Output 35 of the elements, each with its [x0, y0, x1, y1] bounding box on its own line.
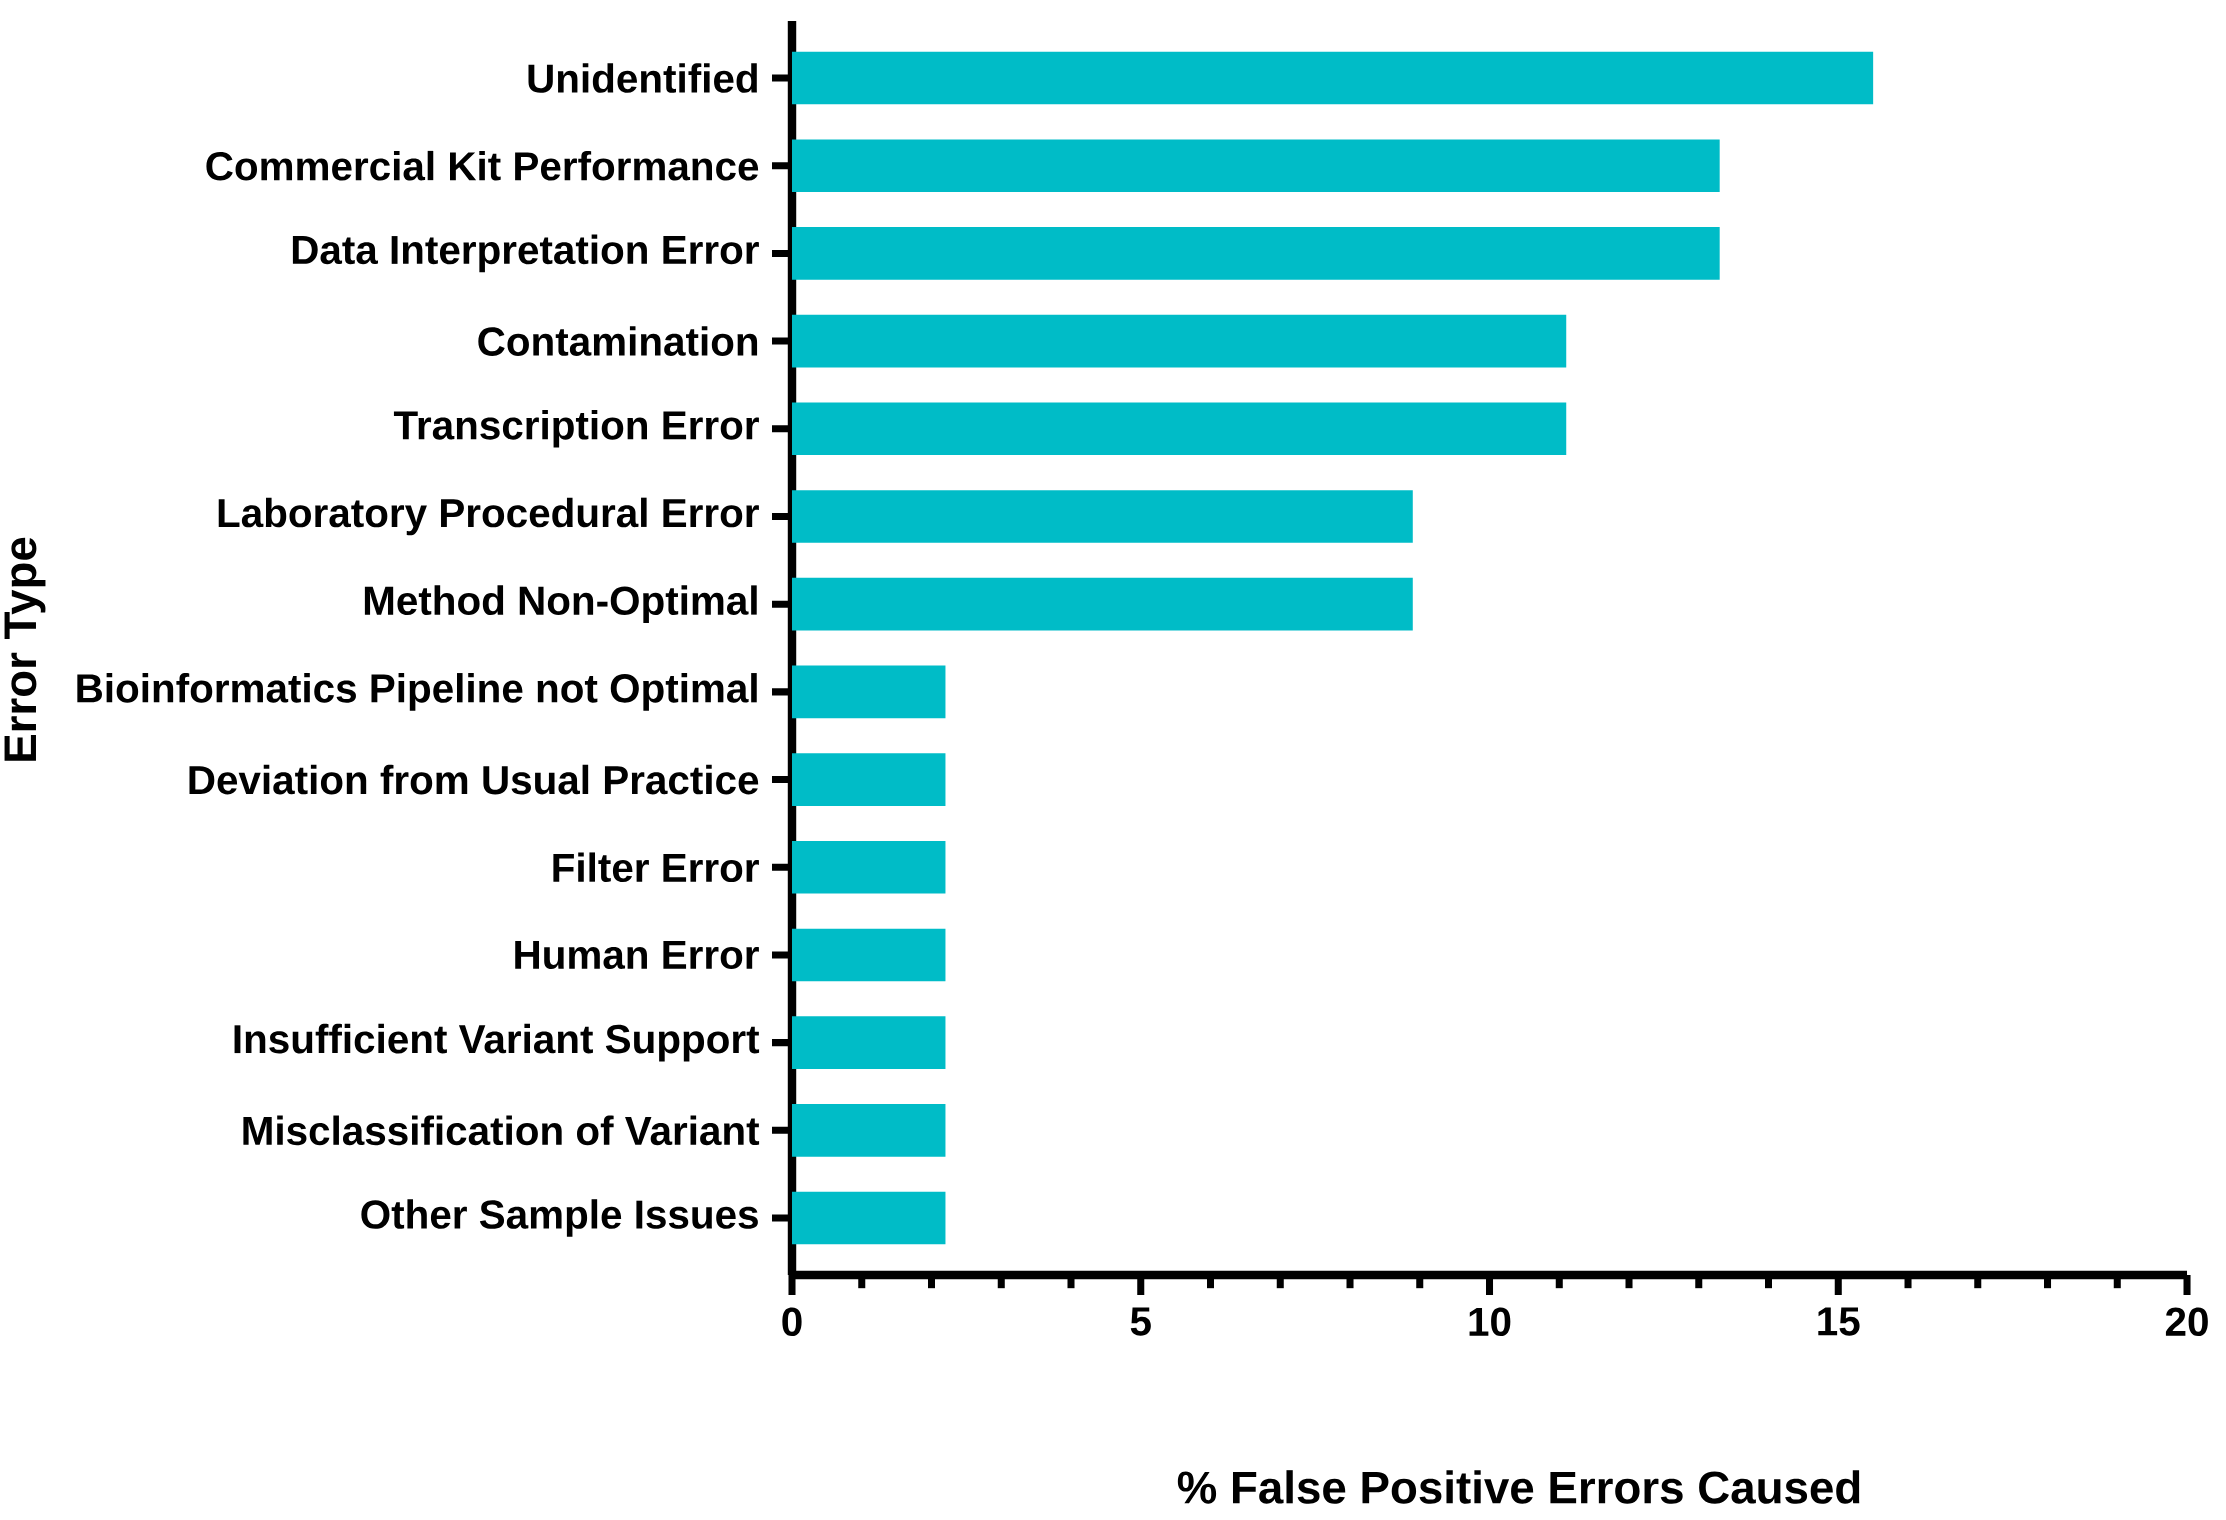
bar [792, 840, 946, 894]
bar [792, 139, 1720, 193]
x-tick-label: 0 [782, 1307, 802, 1337]
x-tick-label: 10 [1469, 1307, 1511, 1337]
bar [792, 665, 946, 719]
bar [792, 227, 1720, 280]
bar [792, 1191, 946, 1245]
y-tick-label: Method Non-Optimal [364, 585, 757, 624]
y-tick-label: Data Interpretation Error [292, 234, 759, 273]
y-tick-label: Laboratory Procedural Error [218, 497, 759, 536]
bar [792, 402, 1567, 456]
y-tick-label: Bioinformatics Pipeline not Optimal [77, 673, 757, 711]
y-tick-label: Deviation from Usual Practice [189, 764, 759, 795]
bar [792, 314, 1567, 368]
bar [792, 1104, 946, 1157]
bar [792, 51, 1874, 105]
y-tick-label: Transcription Error [393, 409, 759, 448]
bar [792, 577, 1413, 631]
y-tick-label: Filter Error [553, 852, 759, 883]
bar [792, 490, 1413, 543]
bar [792, 753, 946, 806]
x-tick-label: 5 [1130, 1307, 1151, 1336]
bar [792, 928, 946, 982]
y-axis-title: Error Type [4, 537, 46, 761]
x-tick-label: 15 [1818, 1307, 1860, 1336]
y-tick-label: Misclassification of Variant [243, 1115, 760, 1146]
y-tick-label: Commercial Kit Performance [206, 150, 759, 181]
y-tick-label: Unidentified [528, 63, 757, 93]
bar [792, 1016, 946, 1069]
y-tick-label: Human Error [515, 940, 759, 970]
x-tick-label: 20 [2165, 1307, 2208, 1337]
y-tick-label: Insufficient Variant Support [234, 1023, 760, 1062]
x-axis-title: % False Positive Errors Caused [1177, 1470, 1860, 1504]
y-tick-label: Other Sample Issues [361, 1199, 758, 1237]
y-tick-label: Contamination [478, 326, 758, 356]
